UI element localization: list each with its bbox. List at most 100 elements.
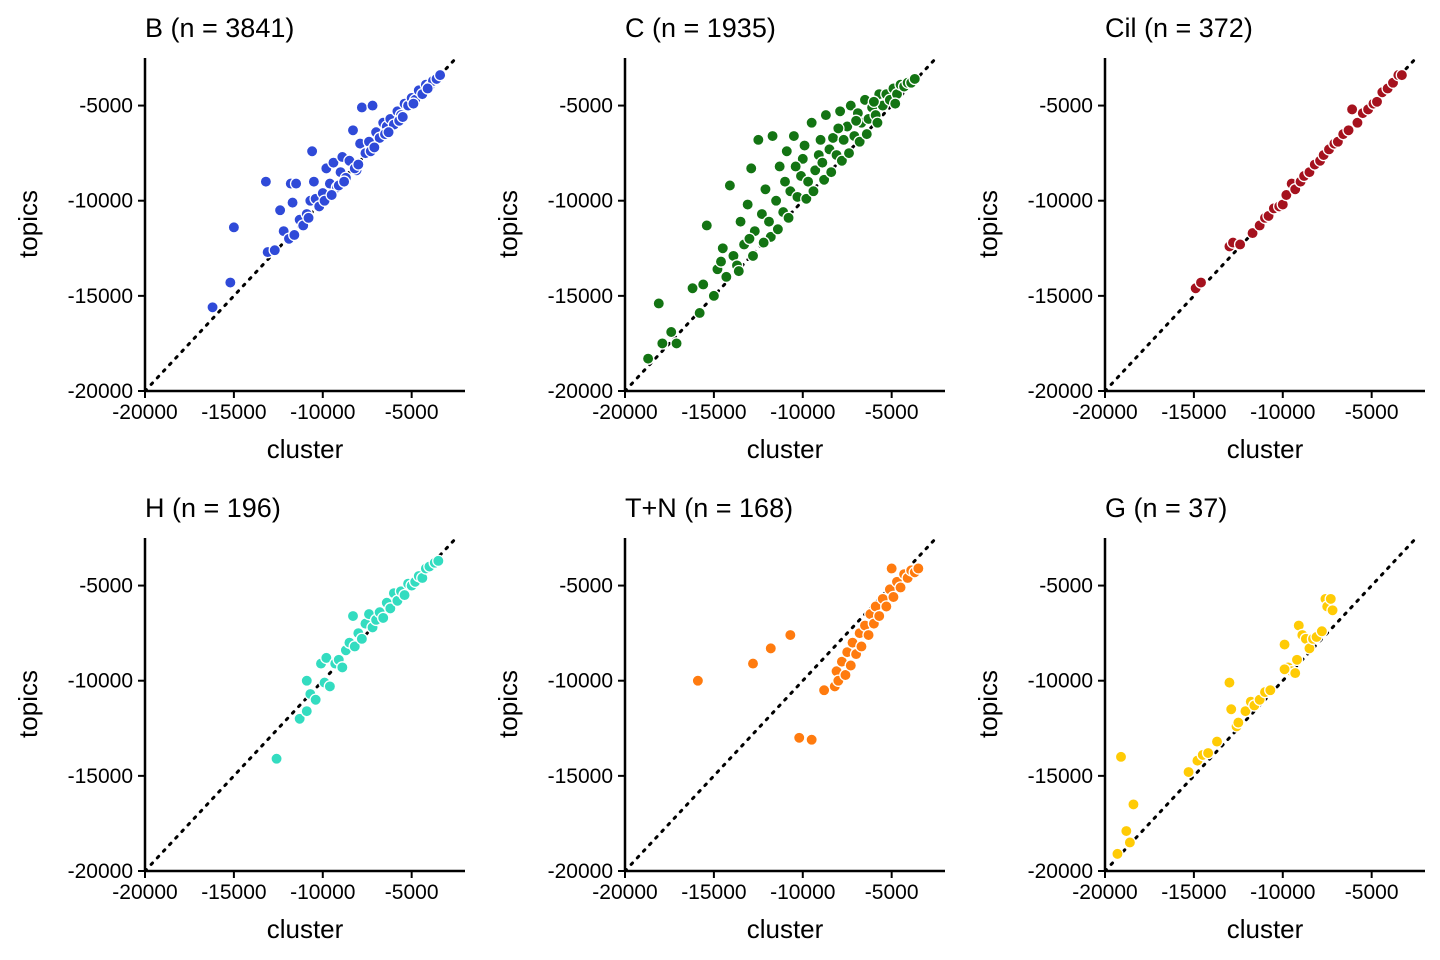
data-point xyxy=(762,215,776,228)
data-point xyxy=(824,165,838,179)
x-tick-label: -10000 xyxy=(1250,401,1315,424)
data-point xyxy=(752,133,765,147)
data-point xyxy=(714,255,728,268)
panel-title: B (n = 3841) xyxy=(145,13,294,43)
panel-title: H (n = 196) xyxy=(145,493,281,523)
panel-g: G (n = 37) cluster topics -20000 -15000 -1… xyxy=(973,493,1425,944)
data-point xyxy=(844,659,858,672)
data-point xyxy=(887,590,900,604)
x-axis-title: cluster xyxy=(1227,434,1304,464)
data-point xyxy=(693,306,706,320)
data-point xyxy=(696,278,710,291)
data-point xyxy=(268,243,282,257)
data-point xyxy=(805,733,818,746)
data-point xyxy=(805,116,818,129)
data-point xyxy=(862,628,875,642)
data-point xyxy=(796,152,810,166)
data-point xyxy=(686,281,699,295)
panel-title: Cil (n = 372) xyxy=(1105,13,1253,43)
data-point xyxy=(837,133,850,147)
y-tick-label: -5000 xyxy=(79,95,133,118)
data-point xyxy=(720,270,733,284)
x-axis-title: cluster xyxy=(747,434,824,464)
data-point xyxy=(433,68,447,82)
panel-title: G (n = 37) xyxy=(1105,493,1227,523)
data-point xyxy=(1351,116,1364,129)
data-point xyxy=(320,651,333,665)
data-point xyxy=(1201,746,1215,760)
x-tick-label: -20000 xyxy=(112,401,177,424)
data-point xyxy=(807,184,820,198)
data-point xyxy=(741,198,754,211)
x-tick-label: -15000 xyxy=(1161,401,1226,424)
data-point xyxy=(801,175,815,188)
data-point xyxy=(769,194,783,207)
data-point xyxy=(1233,238,1247,251)
data-point xyxy=(1232,716,1245,729)
data-point xyxy=(860,127,874,141)
x-tick-label: -20000 xyxy=(1072,401,1137,424)
data-point xyxy=(888,97,902,110)
data-point xyxy=(376,611,390,625)
x-tick-label: -15000 xyxy=(201,881,266,904)
data-point xyxy=(270,752,283,765)
y-tick-label: -15000 xyxy=(68,285,133,308)
data-point xyxy=(819,108,833,122)
data-point xyxy=(1278,638,1291,651)
y-tick-label: -10000 xyxy=(1028,190,1093,213)
data-point xyxy=(759,183,772,196)
data-point xyxy=(1345,103,1359,116)
data-point xyxy=(1370,95,1384,109)
data-point xyxy=(1264,683,1277,697)
data-point xyxy=(817,173,831,187)
data-point xyxy=(839,668,852,682)
data-point xyxy=(800,192,813,206)
data-point xyxy=(398,588,411,602)
data-point xyxy=(778,175,792,188)
x-axis-title: cluster xyxy=(267,434,344,464)
data-point xyxy=(1239,704,1252,718)
data-point xyxy=(302,211,315,225)
data-point xyxy=(755,207,769,221)
data-point xyxy=(867,95,881,109)
x-tick-label: -20000 xyxy=(592,401,657,424)
y-tick-label: -20000 xyxy=(68,380,133,403)
data-point xyxy=(327,156,340,169)
y-tick-label: -20000 xyxy=(68,860,133,883)
data-point xyxy=(336,661,349,674)
data-point xyxy=(1342,124,1355,137)
data-point xyxy=(1120,824,1133,838)
x-tick-label: -15000 xyxy=(201,401,266,424)
data-point xyxy=(744,162,758,175)
data-point xyxy=(832,122,845,135)
x-axis-title: cluster xyxy=(1227,914,1304,944)
data-point xyxy=(844,99,858,112)
data-point xyxy=(641,352,655,365)
data-point xyxy=(1288,666,1302,680)
data-point xyxy=(764,642,778,655)
data-point xyxy=(656,337,669,350)
y-axis-title: topics xyxy=(493,190,523,258)
data-point xyxy=(1324,592,1338,606)
data-point xyxy=(1246,226,1259,240)
y-tick-label: -15000 xyxy=(68,765,133,788)
panel-c: C (n = 1935) cluster topics -20000 -15000… xyxy=(493,13,945,464)
data-point xyxy=(300,674,314,687)
data-point xyxy=(1127,798,1140,811)
y-tick-label: -10000 xyxy=(68,190,133,213)
data-point xyxy=(355,632,369,646)
x-tick-label: -5000 xyxy=(385,881,439,904)
y-tick-label: -10000 xyxy=(1028,670,1093,693)
x-tick-label: -5000 xyxy=(865,881,919,904)
x-tick-label: -15000 xyxy=(681,881,746,904)
y-tick-label: -5000 xyxy=(1039,575,1093,598)
data-point xyxy=(849,114,863,128)
data-point xyxy=(348,640,362,653)
data-point xyxy=(206,301,219,314)
data-point xyxy=(792,731,806,745)
data-point xyxy=(746,657,760,670)
data-point xyxy=(1315,624,1329,638)
y-tick-label: -5000 xyxy=(559,95,613,118)
data-point xyxy=(1194,276,1208,289)
data-point xyxy=(743,232,756,246)
